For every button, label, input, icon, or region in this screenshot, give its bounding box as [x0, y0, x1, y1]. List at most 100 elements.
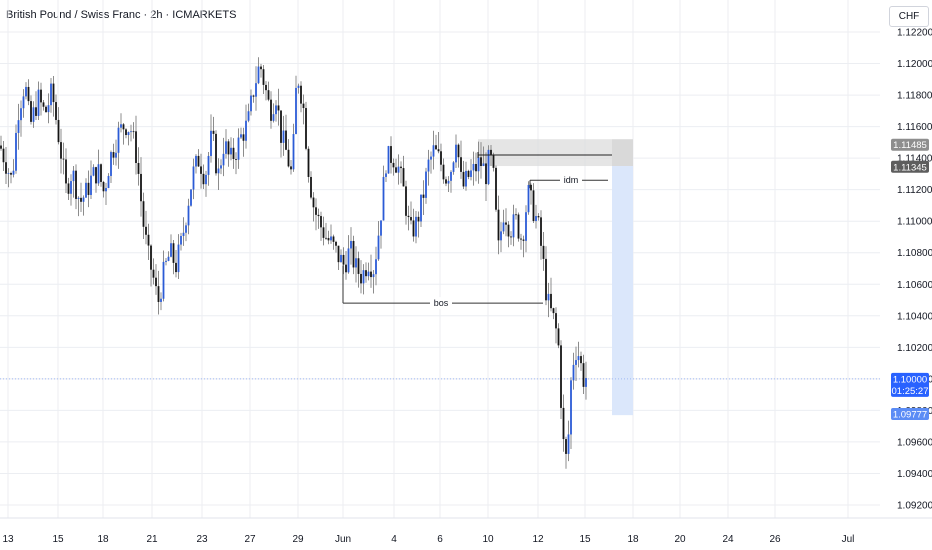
x-tick-label: 15	[52, 534, 64, 545]
candle-body	[85, 182, 87, 198]
candle-body	[342, 254, 345, 265]
candle-body	[565, 439, 567, 454]
supply-zone	[478, 139, 612, 167]
candle-body	[272, 114, 275, 121]
bos-label: bos	[434, 298, 449, 308]
candle-body	[547, 293, 550, 301]
grid	[0, 0, 932, 519]
candle-body	[427, 159, 430, 172]
target-zone	[612, 166, 633, 416]
candle-body	[435, 145, 437, 150]
y-tick-label: 1.11600	[897, 122, 932, 133]
candle-body	[280, 110, 282, 143]
candle-body	[497, 209, 500, 241]
currency-selector[interactable]: CHF	[889, 6, 929, 27]
candle-body	[5, 162, 7, 174]
candle-body	[237, 137, 240, 160]
candle-body	[335, 241, 337, 246]
price-badge	[891, 160, 929, 173]
candle-body	[440, 151, 442, 165]
candle-body	[220, 165, 222, 169]
candle-body	[302, 103, 305, 109]
candle-body	[275, 105, 277, 115]
bos-label-bg	[430, 297, 452, 310]
candle-body	[402, 168, 405, 187]
candle-body	[420, 194, 422, 222]
candle-body	[255, 83, 257, 97]
price-badge-label: 1.11345	[893, 162, 927, 173]
candle-body	[552, 308, 555, 314]
candle-body	[105, 188, 107, 192]
candle-body	[190, 189, 192, 206]
x-tick-label: 18	[627, 534, 639, 545]
candle-body	[300, 85, 302, 104]
candle-body	[210, 130, 212, 156]
candle-body	[447, 180, 450, 184]
candle-body	[285, 130, 287, 150]
candle-body	[570, 380, 572, 435]
price-badge-label: 1.09777	[893, 410, 927, 421]
candle-body	[325, 237, 327, 239]
candle-body	[487, 149, 490, 185]
candle-body	[242, 134, 245, 141]
x-tick-label: 18	[97, 534, 109, 545]
candle-body	[372, 274, 375, 278]
candle-body	[7, 172, 10, 174]
candle-body	[312, 197, 315, 208]
candle-body	[330, 236, 332, 241]
candle-body	[460, 157, 462, 172]
candle-body	[430, 156, 432, 160]
candle-body	[82, 197, 85, 202]
candle-body	[265, 84, 267, 91]
candle-body	[467, 170, 470, 177]
candle-body	[377, 235, 380, 260]
candle-body	[127, 132, 130, 136]
y-axis[interactable]: 1.092001.094001.096001.098001.100001.102…	[897, 28, 932, 512]
candle-body	[107, 175, 110, 189]
candle-body	[457, 144, 460, 158]
candle-body	[380, 220, 382, 236]
candle-body	[2, 148, 5, 163]
price-badge-label: 1.10000	[893, 374, 927, 385]
candle-body	[425, 171, 427, 198]
candle-body	[165, 260, 167, 262]
x-axis[interactable]: 13 15 18 21 23 27 29 Jun 4 6 10 12 15 18 20 24 26 Jul	[2, 534, 854, 545]
candle-body	[42, 102, 45, 107]
candle-body	[267, 90, 270, 100]
y-tick-label: 1.09200	[897, 501, 932, 512]
candle-body	[415, 216, 417, 237]
candle-body	[505, 222, 507, 225]
candle-body	[145, 226, 147, 235]
candle-body	[135, 131, 137, 163]
annotations: bos idm	[342, 151, 612, 310]
candle-body	[517, 214, 520, 239]
y-tick-label: 1.11800	[897, 91, 932, 102]
candle-body	[450, 171, 452, 181]
candle-body	[72, 170, 75, 182]
y-tick-label: 1.10200	[897, 343, 932, 354]
candle-body	[57, 119, 60, 143]
candle-body	[357, 258, 360, 274]
candle-body	[162, 261, 165, 299]
candle-body	[225, 141, 227, 154]
candle-body	[392, 162, 395, 168]
y-tick-label: 1.10600	[897, 280, 932, 291]
candle-body	[545, 258, 547, 301]
candle-body	[407, 215, 410, 218]
price-badge-label: 1.11485	[893, 140, 927, 151]
x-tick-label: Jul	[842, 534, 855, 545]
candle-body	[535, 216, 537, 222]
candle-body	[35, 107, 37, 116]
candle-body	[557, 328, 560, 346]
candle-body	[387, 146, 390, 174]
candle-body	[307, 148, 310, 177]
candle-body	[110, 152, 112, 176]
candle-body	[340, 254, 342, 263]
candle-body	[525, 212, 527, 241]
candle-body	[80, 197, 82, 202]
candle-body	[65, 159, 67, 184]
y-tick-label: 1.11200	[897, 185, 932, 196]
candle-body	[382, 176, 385, 221]
candle-body	[512, 214, 515, 238]
